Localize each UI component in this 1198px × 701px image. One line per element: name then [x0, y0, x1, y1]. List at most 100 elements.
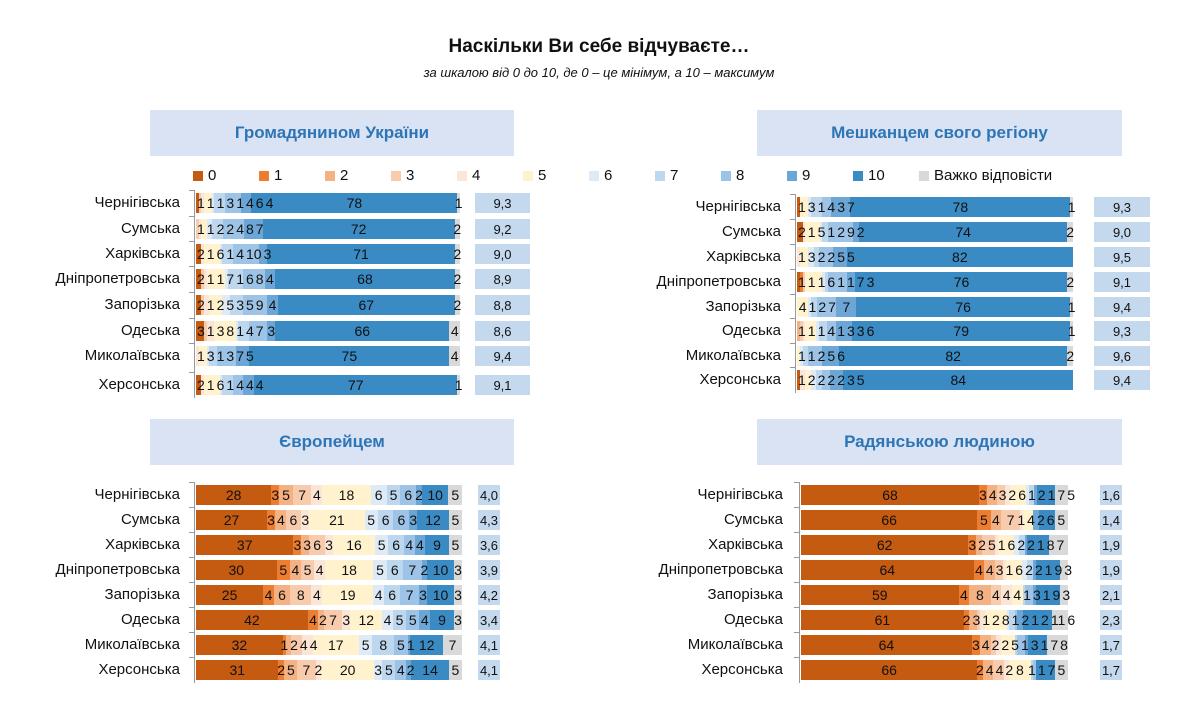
- segment-value-label: 4: [985, 562, 994, 578]
- segment-value-label: 3: [267, 512, 275, 528]
- mean-value: 2,3: [1100, 610, 1122, 630]
- bar-segment-важко-відповісти: [454, 295, 460, 315]
- segment-value-label: 7: [846, 199, 855, 215]
- bar-segment-7: [377, 510, 394, 530]
- segment-value-label: 9: [846, 224, 855, 240]
- segment-value-label: 2: [1001, 637, 1010, 653]
- segment-value-label: 4: [975, 562, 983, 578]
- region-label: Харківська: [708, 536, 783, 553]
- bar-segment-0: [801, 610, 964, 630]
- bar-segment-0: [196, 244, 202, 264]
- axis-tick: [189, 266, 194, 267]
- category-axis: [799, 482, 800, 683]
- bar-segment-6: [1006, 610, 1010, 630]
- segment-value-label: 16: [346, 537, 362, 553]
- segment-value-label: 67: [358, 297, 375, 313]
- segment-value-label: 2: [1034, 562, 1043, 578]
- segment-value-label: 2: [798, 224, 806, 240]
- segment-value-label: 1: [817, 323, 826, 339]
- bar-segment-9: [418, 585, 427, 605]
- bar-segment-0: [196, 535, 294, 555]
- legend-item: 9: [787, 167, 853, 184]
- stacked-bar: 66 2 4 4 2 8 1 1 7 5: [801, 660, 1068, 680]
- bar-segment-1: [282, 635, 286, 655]
- bar-segments: [196, 610, 462, 630]
- segment-value-label: 4: [266, 271, 274, 287]
- bar-segment-9: [1025, 635, 1028, 655]
- segment-value-label: 31: [229, 662, 246, 678]
- segment-value-label: 1: [1040, 637, 1049, 653]
- segment-value-label: 4: [299, 637, 308, 653]
- axis-tick: [189, 532, 194, 533]
- segment-value-label: 2: [818, 299, 827, 315]
- segment-value-label: 4: [236, 377, 244, 393]
- region-label: Одеська: [724, 611, 783, 628]
- bar-segment-3: [323, 610, 343, 630]
- bar-segment-5: [322, 585, 374, 605]
- region-label: Сумська: [120, 511, 180, 528]
- stacked-bar: 28 3 5 7 4 18 6 5 6 2 10 5: [196, 485, 462, 505]
- bar-segment-10: [1036, 485, 1055, 505]
- mean-value: 1,4: [1100, 510, 1122, 530]
- mean-value: 9,3: [1094, 197, 1150, 217]
- bar-segment-9: [421, 560, 427, 580]
- bar-segment-6: [235, 321, 239, 341]
- segment-value-label: 2: [216, 297, 225, 313]
- segment-value-label: 6: [388, 587, 397, 603]
- legend-item: 6: [589, 167, 655, 184]
- segment-value-label: 6: [278, 587, 286, 603]
- bar-segment-6: [224, 269, 228, 289]
- bar-segment-3: [297, 660, 316, 680]
- mean-value: 4,1: [478, 660, 500, 680]
- bar-segment-важко-відповісти: [1059, 560, 1068, 580]
- bar-segment-8: [402, 560, 422, 580]
- legend-swatch: [655, 170, 665, 181]
- legend-item: 1: [259, 167, 325, 184]
- bar-segment-10: [846, 247, 1073, 267]
- bar-segment-9: [836, 297, 857, 317]
- legend-label: 4: [472, 167, 481, 184]
- bar-segment-7: [227, 269, 244, 289]
- legend-label: 10: [868, 167, 885, 184]
- bar-segment-9: [847, 272, 856, 292]
- bar-segment-6: [219, 244, 223, 264]
- bar-segment-6: [206, 219, 212, 239]
- bar-segment-4: [1001, 585, 1012, 605]
- segment-value-label: 7: [1056, 537, 1065, 553]
- bar-segment-важко-відповісти: [454, 269, 460, 289]
- bar-segment-3: [993, 660, 1004, 680]
- bar-segment-1: [963, 610, 970, 630]
- region-label: Херсонська: [699, 371, 781, 388]
- segment-value-label: 4: [981, 637, 990, 653]
- bar-segment-4: [314, 560, 325, 580]
- bar-segment-7: [819, 321, 828, 341]
- segment-value-label: 5: [367, 512, 376, 528]
- bar-segment-4: [203, 295, 210, 315]
- bar-segment-5: [1011, 585, 1023, 605]
- segment-value-label: 1: [798, 323, 806, 339]
- bar-segment-5: [350, 610, 383, 630]
- segment-value-label: 1: [216, 348, 225, 364]
- axis-tick: [189, 557, 194, 558]
- bar-segment-4: [301, 510, 310, 530]
- segment-value-label: 3: [419, 587, 427, 603]
- segment-value-label: 76: [955, 299, 971, 315]
- segment-value-label: 7: [408, 562, 417, 578]
- bar-segment-5: [198, 346, 207, 366]
- segment-value-label: 20: [339, 662, 356, 678]
- bar-segment-0: [196, 560, 277, 580]
- stacked-bar: 1 1 2 5 6 82 2: [797, 346, 1074, 366]
- bar-segment-1: [973, 560, 985, 580]
- segment-value-label: 2: [453, 246, 462, 262]
- bar-segment-1: [263, 585, 274, 605]
- bar-segment-1: [977, 660, 983, 680]
- bar-segment-7: [392, 610, 407, 630]
- bar-segment-9: [267, 321, 276, 341]
- bar-segment-2: [979, 635, 991, 655]
- segment-value-label: 5: [408, 612, 417, 628]
- bar-segment-9: [822, 346, 839, 366]
- bar-segment-5: [799, 197, 809, 217]
- segment-value-label: 4: [313, 487, 321, 503]
- segment-value-label: 1: [216, 271, 225, 287]
- segment-value-label: 6: [837, 348, 845, 364]
